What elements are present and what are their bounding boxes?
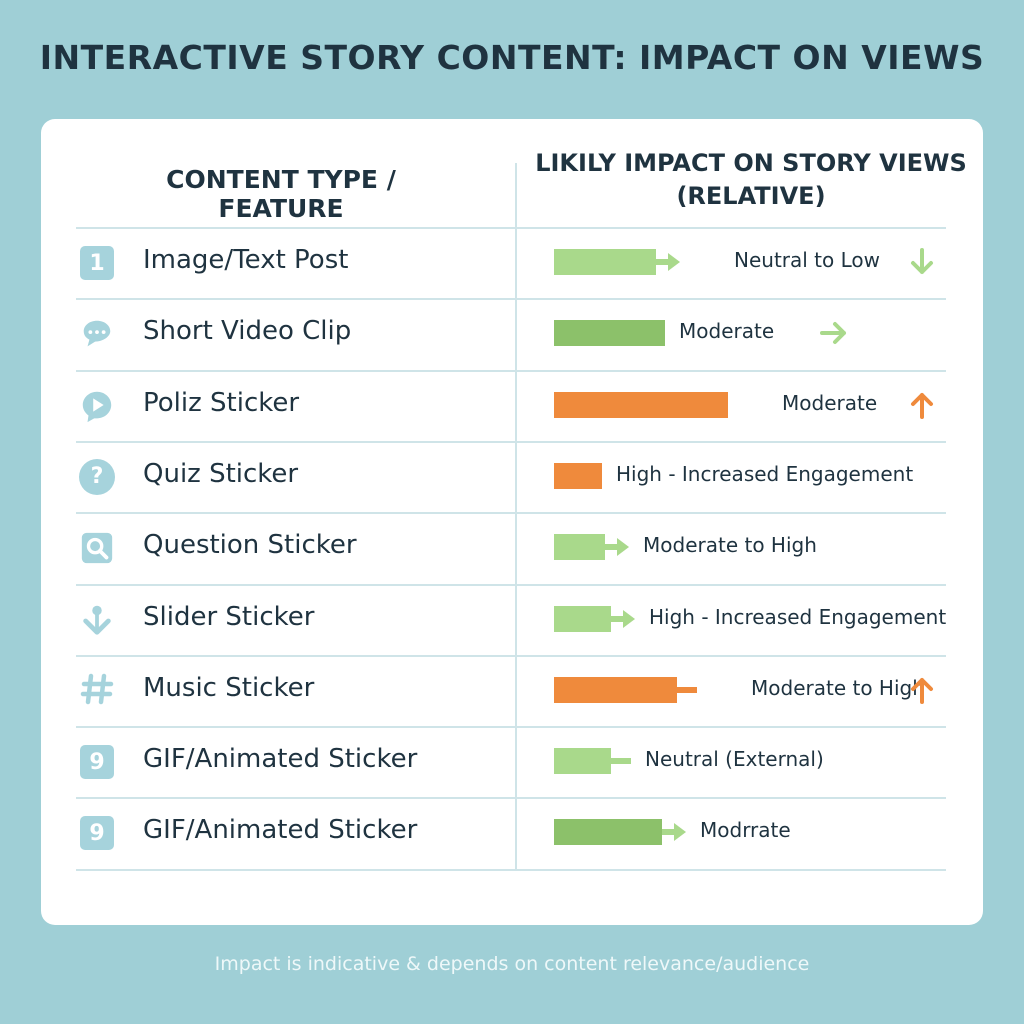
impact-label: Moderate: [782, 390, 878, 415]
trend-up-icon: [907, 390, 937, 420]
row-separator: [76, 797, 946, 800]
impact-bar: [554, 819, 662, 846]
feature-label: Slider Sticker: [143, 601, 315, 632]
number-1-icon: 1: [79, 245, 115, 281]
number-9-icon: 9: [79, 744, 115, 780]
speech-bubble-icon: [79, 316, 115, 352]
impact-label: Moderate: [679, 319, 775, 344]
impact-bar: [554, 534, 605, 561]
feature-label: Short Video Clip: [143, 316, 352, 347]
table-row: Poliz Sticker Moderate: [41, 370, 983, 441]
play-bubble-icon: [79, 388, 115, 424]
feature-label: Music Sticker: [143, 672, 315, 703]
row-separator: [76, 440, 946, 443]
bar-arrow-head: [668, 253, 680, 271]
feature-label: Poliz Sticker: [143, 387, 300, 418]
table-row: Short Video Clip Moderate: [41, 298, 983, 369]
page-title: INTERACTIVE STORY CONTENT: IMPACT ON VIE…: [39, 38, 985, 77]
row-separator: [76, 654, 946, 657]
impact-label: Moderate to High: [643, 533, 817, 558]
bar-arrow-head: [623, 609, 635, 628]
impact-label: Neutral to Low: [734, 248, 880, 272]
impact-bar: [554, 249, 656, 275]
feature-label: GIF/Animated Sticker: [143, 815, 418, 846]
table-row: Music Sticker Moderate to High: [41, 655, 983, 726]
bar-arrow-head: [617, 538, 629, 557]
down-arrow-icon: [79, 602, 115, 638]
table-row: 1 Image/Text Post Neutral to Low: [41, 227, 983, 298]
impact-label: Moderate to High: [751, 675, 925, 700]
magnifier-icon: [79, 530, 115, 566]
row-separator: [76, 298, 946, 301]
bar-tail: [677, 686, 697, 693]
bar-tail: [605, 544, 617, 551]
row-separator: [76, 868, 946, 871]
number-9-icon-glyph: 9: [80, 745, 114, 780]
number-9-icon-glyph: 9: [80, 816, 114, 851]
row-separator: [76, 369, 946, 372]
number-9-icon: 9: [79, 815, 115, 851]
bar-arrow-head: [674, 823, 686, 842]
bar-tail: [662, 829, 674, 836]
header-separator: [76, 227, 946, 229]
feature-label: Question Sticker: [143, 530, 357, 561]
bar-tail: [611, 615, 623, 622]
footnote: Impact is indicative & depends on conten…: [214, 953, 810, 975]
trend-down-icon: [907, 247, 937, 277]
question-mark-icon-glyph: ?: [79, 458, 115, 495]
column-header-feature: CONTENT TYPE / FEATURE: [166, 165, 396, 223]
bar-tail: [611, 758, 631, 765]
hashtag-icon: [79, 673, 115, 709]
impact-bar: [554, 748, 611, 775]
impact-bar: [554, 462, 602, 489]
bar-tail: [656, 259, 668, 265]
number-1-icon-glyph: 1: [80, 246, 114, 280]
impact-label: Modrrate: [700, 818, 791, 843]
question-mark-icon: ?: [79, 458, 115, 495]
row-separator: [76, 512, 946, 515]
table-row: 9 GIF/Animated Sticker Neutral (External): [41, 726, 983, 797]
table-row: Slider Sticker High - Increased Engagemen…: [41, 584, 983, 655]
feature-label: Quiz Sticker: [143, 458, 299, 489]
column-header-impact: LIKILY IMPACT ON STORY VIEWS (RELATIVE): [535, 149, 967, 210]
impact-label: Neutral (External): [645, 747, 824, 772]
feature-label: GIF/Animated Sticker: [143, 744, 418, 775]
row-separator: [76, 583, 946, 586]
table-row: Question Sticker Moderate to High: [41, 512, 983, 583]
table-row: 9 GIF/Animated Sticker Modrrate: [41, 797, 983, 868]
table-row: ? Quiz Sticker High - Increased Engagement: [41, 441, 983, 512]
impact-bar: [554, 676, 677, 703]
table-card: CONTENT TYPE / FEATURE LIKILY IMPACT ON …: [41, 119, 983, 925]
trend-up-icon: [907, 675, 937, 705]
impact-bar: [554, 391, 728, 418]
hashtag-icon-glyph: [78, 670, 116, 712]
impact-bar: [554, 605, 611, 632]
impact-bar: [554, 320, 665, 347]
impact-label: High - Increased Engagement: [649, 604, 947, 629]
impact-label: High - Increased Engagement: [616, 461, 914, 486]
column-divider: [515, 163, 517, 869]
feature-label: Image/Text Post: [143, 245, 349, 275]
row-separator: [76, 726, 946, 729]
trend-right-icon: [819, 318, 849, 348]
